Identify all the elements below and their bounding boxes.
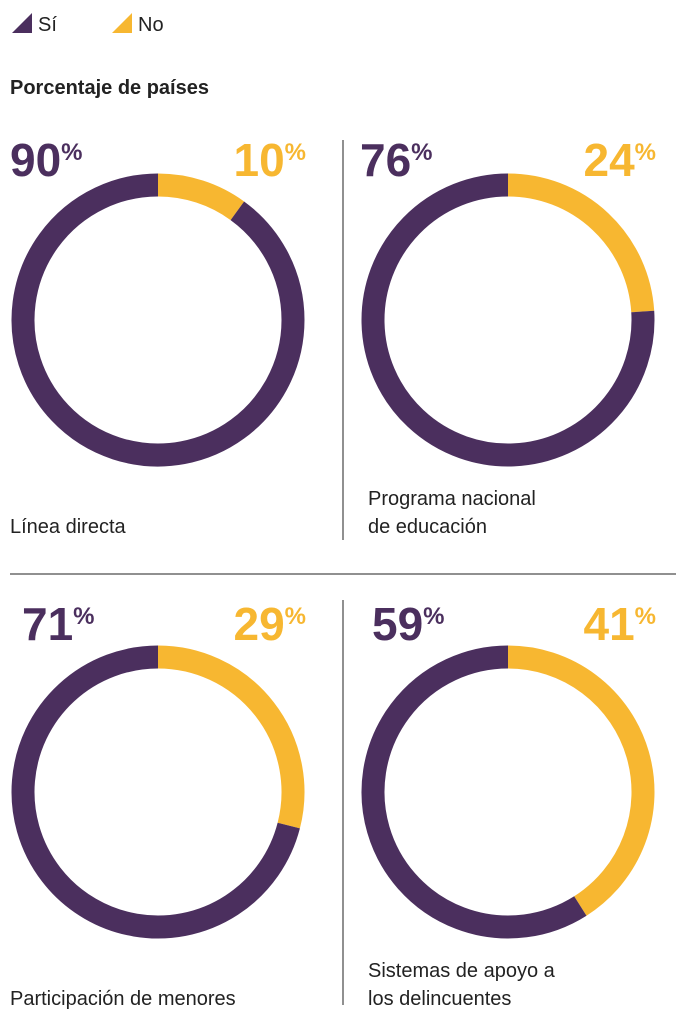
value-number: 59 bbox=[372, 598, 423, 650]
category-label: Línea directa bbox=[10, 516, 127, 538]
legend-label: Sí bbox=[38, 14, 57, 36]
donut-segment bbox=[507, 173, 655, 313]
value-label: 41% bbox=[583, 598, 656, 650]
category-label: Programa nacional bbox=[368, 488, 536, 510]
value-label: 24% bbox=[583, 134, 656, 186]
legend-label: No bbox=[138, 14, 164, 36]
legend-swatch bbox=[112, 13, 132, 33]
value-number: 90 bbox=[10, 134, 61, 186]
value-unit: % bbox=[61, 139, 82, 166]
value-label: 90% bbox=[10, 134, 83, 186]
category-label: Sistemas de apoyo a bbox=[368, 960, 556, 982]
value-label: 29% bbox=[233, 598, 306, 650]
donut-segment bbox=[11, 173, 305, 467]
value-unit: % bbox=[285, 139, 306, 166]
value-number: 24 bbox=[583, 134, 635, 186]
value-unit: % bbox=[285, 603, 306, 630]
donut-segment bbox=[11, 645, 300, 939]
donut-segment bbox=[157, 173, 245, 221]
value-label: 76% bbox=[360, 134, 433, 186]
value-number: 41 bbox=[583, 598, 634, 650]
value-number: 29 bbox=[233, 598, 284, 650]
value-unit: % bbox=[423, 603, 444, 630]
value-unit: % bbox=[411, 139, 432, 166]
category-label: los delincuentes bbox=[368, 988, 511, 1010]
value-label: 10% bbox=[233, 134, 306, 186]
value-number: 71 bbox=[22, 598, 73, 650]
value-number: 76 bbox=[360, 134, 411, 186]
category-label: de educación bbox=[368, 516, 487, 538]
value-unit: % bbox=[635, 139, 656, 166]
donut-segment bbox=[361, 173, 655, 467]
donut-segment bbox=[361, 645, 587, 939]
donut-segment bbox=[507, 645, 655, 916]
value-number: 10 bbox=[233, 134, 284, 186]
value-unit: % bbox=[635, 603, 656, 630]
value-label: 71% bbox=[22, 598, 95, 650]
value-label: 59% bbox=[372, 598, 445, 650]
category-label: Participación de menores bbox=[10, 988, 236, 1010]
donut-segment bbox=[157, 645, 305, 829]
chart-title: Porcentaje de países bbox=[10, 77, 209, 99]
value-unit: % bbox=[73, 603, 94, 630]
legend-swatch bbox=[12, 13, 32, 33]
